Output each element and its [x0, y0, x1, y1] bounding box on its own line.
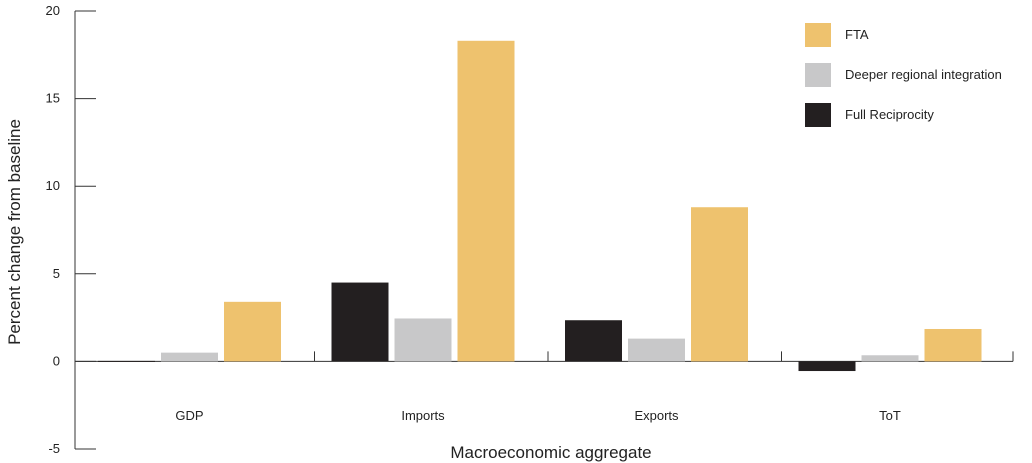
bar-deeper-regional-integration-tot	[861, 355, 919, 362]
bar-full-reciprocity-gdp	[98, 360, 155, 362]
legend-swatch	[805, 63, 831, 87]
legend: FTA Deeper regional integration Full Recip…	[805, 23, 1002, 127]
y-axis-title: Percent change from baseline	[5, 119, 24, 345]
legend-label: FTA	[845, 27, 869, 42]
y-tick-label: 10	[46, 178, 60, 193]
bar-fta-gdp	[224, 301, 281, 362]
bar-deeper-regional-integration-exports	[628, 338, 685, 362]
category-label: GDP	[175, 408, 203, 423]
legend-label: Full Reciprocity	[845, 107, 934, 122]
legend-swatch	[805, 103, 831, 127]
category-labels: GDP Imports Exports ToT	[175, 408, 900, 423]
category-label: Imports	[401, 408, 445, 423]
y-tick-label: -5	[48, 441, 60, 456]
legend-label: Deeper regional integration	[845, 67, 1002, 82]
y-axis: -5 0 5 10 15 20	[46, 3, 96, 456]
bar-deeper-regional-integration-imports	[394, 318, 452, 362]
bar-fta-tot	[924, 328, 982, 362]
y-tick-label: 15	[46, 91, 60, 106]
category-label: Exports	[634, 408, 679, 423]
bar-fta-exports	[691, 207, 748, 362]
y-tick-label: 5	[53, 266, 60, 281]
x-axis-title: Macroeconomic aggregate	[450, 443, 651, 462]
bar-full-reciprocity-exports	[565, 320, 622, 362]
bar-fta-imports	[457, 40, 515, 362]
bar-full-reciprocity-tot	[798, 361, 856, 372]
bar-full-reciprocity-imports	[331, 282, 389, 362]
bars	[98, 40, 982, 372]
bar-deeper-regional-integration-gdp	[161, 352, 218, 362]
y-tick-label: 20	[46, 3, 60, 18]
y-tick-label: 0	[53, 353, 60, 368]
legend-swatch	[805, 23, 831, 47]
category-label: ToT	[879, 408, 901, 423]
